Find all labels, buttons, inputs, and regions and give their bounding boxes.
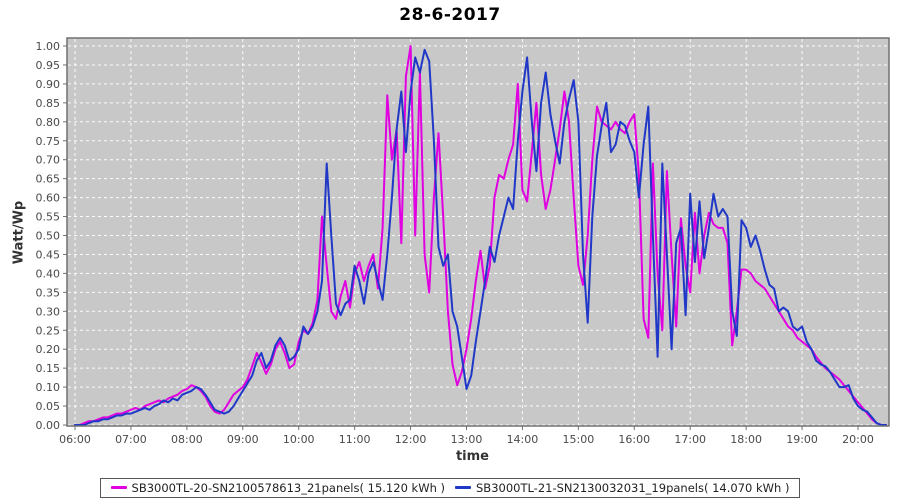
y-tick-label: 0.30	[36, 305, 61, 318]
y-tick-label: 0.05	[36, 400, 61, 413]
x-tick-label: 06:00	[59, 433, 91, 446]
y-tick-label: 0.70	[36, 154, 61, 167]
y-tick-label: 0.55	[36, 211, 61, 224]
x-tick-label: 14:00	[507, 433, 539, 446]
y-tick-label: 0.20	[36, 343, 61, 356]
legend-item-inverter-21: SB3000TL-21-SN2130032031_19panels( 14.07…	[455, 481, 789, 495]
y-tick-label: 0.80	[36, 116, 61, 129]
x-tick-label: 11:00	[339, 433, 371, 446]
y-tick-label: 1.00	[36, 40, 61, 53]
legend-label-inverter-20: SB3000TL-20-SN2100578613_21panels( 15.12…	[131, 480, 445, 495]
x-tick-label: 20:00	[842, 433, 874, 446]
y-tick-label: 0.65	[36, 173, 61, 186]
y-tick-label: 0.90	[36, 78, 61, 91]
y-tick-label: 0.25	[36, 324, 61, 337]
chart-title: 28-6-2017	[399, 5, 501, 25]
y-axis-label: Watt/Wp	[11, 200, 27, 265]
y-tick-label: 0.00	[36, 419, 61, 432]
blue-line-swatch-icon	[455, 486, 471, 489]
series-line-inverter-20	[74, 45, 887, 426]
x-tick-label: 09:00	[227, 433, 259, 446]
x-tick-label: 15:00	[563, 433, 595, 446]
y-tick-label: 0.95	[36, 59, 61, 72]
legend-label-inverter-21: SB3000TL-21-SN2130032031_19panels( 14.07…	[476, 480, 790, 495]
y-tick-label: 0.10	[36, 381, 61, 394]
x-tick-label: 07:00	[115, 433, 147, 446]
y-tick-label: 0.50	[36, 230, 61, 243]
x-axis-label: time	[455, 449, 490, 464]
x-tick-label: 10:00	[283, 433, 315, 446]
y-tick-label: 0.75	[36, 135, 61, 148]
x-tick-label: 18:00	[730, 433, 762, 446]
magenta-line-swatch-icon	[110, 486, 127, 489]
x-tick-label: 19:00	[786, 433, 818, 446]
y-tick-label: 0.85	[36, 97, 61, 110]
x-tick-label: 08:00	[171, 433, 203, 446]
legend-box: SB3000TL-20-SN2100578613_21panels( 15.12…	[99, 477, 801, 498]
legend: SB3000TL-20-SN2100578613_21panels( 15.12…	[0, 474, 900, 498]
plot-border	[66, 37, 890, 427]
y-tick-label: 0.15	[36, 362, 61, 375]
x-tick-label: 16:00	[618, 433, 650, 446]
legend-item-inverter-20: SB3000TL-20-SN2100578613_21panels( 15.12…	[110, 480, 445, 495]
y-tick-label: 0.60	[36, 192, 61, 205]
y-tick-label: 0.35	[36, 286, 61, 299]
x-tick-label: 17:00	[674, 433, 706, 446]
x-tick-label: 13:00	[451, 433, 483, 446]
y-tick-label: 0.45	[36, 248, 61, 261]
y-tick-label: 0.40	[36, 267, 61, 280]
series-line-inverter-21	[74, 48, 887, 426]
x-tick-label: 12:00	[395, 433, 427, 446]
